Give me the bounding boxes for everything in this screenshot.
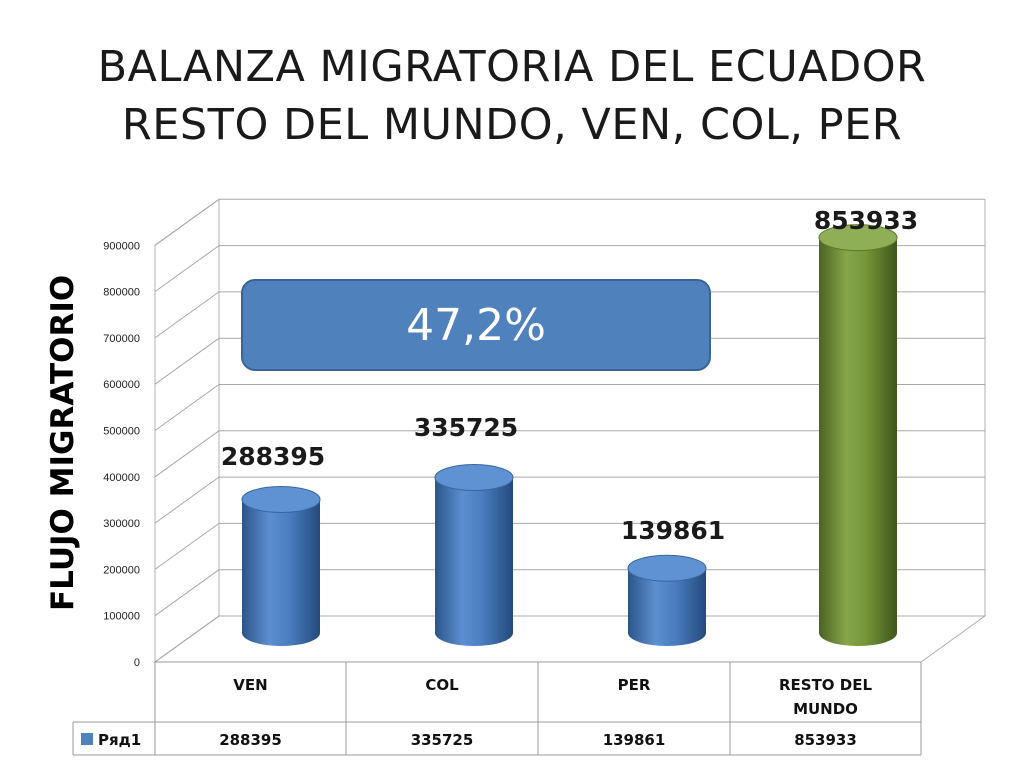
bar-top [241, 485, 321, 513]
bar-top [627, 554, 707, 582]
bar-top [434, 464, 514, 492]
gridline-side [154, 337, 220, 385]
table-cell: 288395 [219, 731, 282, 749]
gridline-side [154, 522, 220, 570]
y-tick-label: 800000 [103, 287, 140, 299]
y-tick-label: 0 [134, 657, 140, 669]
table-cell: 335725 [411, 731, 474, 749]
bar-col [434, 464, 514, 646]
legend-label: Ряд1 [98, 731, 141, 749]
bar-body [628, 568, 706, 646]
data-labels: 288395 335725 139861 853933 [221, 206, 918, 545]
bar-body [819, 237, 897, 646]
gridline-side [154, 384, 220, 431]
y-tick-label: 100000 [103, 611, 140, 623]
gridline-side [154, 476, 220, 524]
table-cell: 853933 [794, 731, 857, 749]
gridline-side [154, 430, 220, 478]
x-category-label: RESTO DEL [779, 676, 873, 694]
data-label: 139861 [621, 516, 725, 545]
title-line-1: BALANZA MIGRATORIA DEL ECUADOR [97, 42, 927, 92]
bar-top [818, 224, 898, 252]
data-label: 335725 [414, 413, 518, 442]
gridline-side [154, 569, 220, 617]
legend-swatch [81, 733, 93, 745]
y-tick-label: 400000 [103, 472, 140, 484]
x-category-label: COL [425, 676, 459, 694]
y-tick-label: 500000 [103, 426, 140, 438]
title-line-2: RESTO DEL MUNDO, VEN, COL, PER [121, 100, 903, 150]
x-category-label: VEN [233, 676, 267, 694]
y-tick-label: 200000 [103, 564, 140, 576]
x-category-label: PER [618, 676, 651, 694]
bars [241, 224, 898, 646]
percentage-callout: 47,2% [241, 279, 711, 371]
y-tick-label: 300000 [103, 518, 140, 530]
slide-title: BALANZA MIGRATORIA DEL ECUADOR RESTO DEL… [0, 38, 1024, 154]
gridline-side [154, 198, 220, 246]
bar-per [627, 554, 707, 646]
y-tick-labels: 0 100000 200000 300000 400000 500000 600000 700… [103, 240, 140, 669]
gridline-side [154, 245, 220, 293]
data-label: 853933 [814, 206, 918, 235]
y-tick-label: 900000 [103, 240, 140, 252]
y-tick-label: 600000 [103, 379, 140, 391]
y-tick-label: 700000 [103, 333, 140, 345]
bar-body [435, 477, 513, 646]
gridline-side [154, 291, 220, 339]
x-category-label: MUNDO [793, 700, 858, 718]
bar-resto-del-mundo [818, 224, 898, 646]
data-table: VEN COL PER RESTO DEL MUNDO Ряд1 288395 335725 1… [72, 661, 922, 756]
table-cell: 139861 [603, 731, 666, 749]
gridline-side [154, 615, 220, 663]
bar-body [242, 499, 320, 646]
bar-ven [241, 485, 321, 646]
data-label: 288395 [221, 442, 325, 471]
